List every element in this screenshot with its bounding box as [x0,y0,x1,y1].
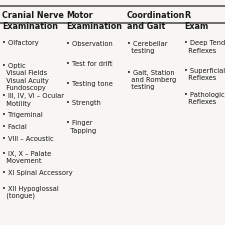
Text: • Facial: • Facial [2,124,27,130]
Text: • VIII – Acoustic: • VIII – Acoustic [2,136,54,142]
Text: • Superficial
  Reflexes: • Superficial Reflexes [184,68,225,81]
Text: • Observation: • Observation [66,40,113,47]
Text: • Finger
  Tapping: • Finger Tapping [66,120,97,134]
Text: R
Exam: R Exam [184,11,209,31]
Text: Motor
Examination: Motor Examination [66,11,122,31]
Text: • Testing tone: • Testing tone [66,81,113,87]
Text: Coordination
and Gait: Coordination and Gait [127,11,185,31]
Text: Cranial Nerve
Examination: Cranial Nerve Examination [2,11,64,31]
Text: • III, IV, VI – Ocular
  Motility: • III, IV, VI – Ocular Motility [2,93,64,107]
Text: • Cerebellar
  testing: • Cerebellar testing [127,40,168,54]
Text: • Trigeminal: • Trigeminal [2,112,43,119]
Text: • Optic
  Visual Fields
  Visual Acuity
  Fundoscopy: • Optic Visual Fields Visual Acuity Fund… [2,63,49,91]
Text: • XI Spinal Accessory: • XI Spinal Accessory [2,170,73,176]
Text: • Strength: • Strength [66,100,101,106]
Text: • XII Hypoglossal
  (tongue): • XII Hypoglossal (tongue) [2,186,59,199]
Text: • IX, X – Palate
  Movement: • IX, X – Palate Movement [2,151,52,164]
Text: • Gait, Station
  and Romberg
  testing: • Gait, Station and Romberg testing [127,70,176,90]
Text: • Olfactory: • Olfactory [2,40,39,47]
Text: • Deep Tendon
  Reflexes: • Deep Tendon Reflexes [184,40,225,54]
Text: • Pathological
  Reflexes: • Pathological Reflexes [184,92,225,106]
Text: • Test for drift: • Test for drift [66,61,113,67]
